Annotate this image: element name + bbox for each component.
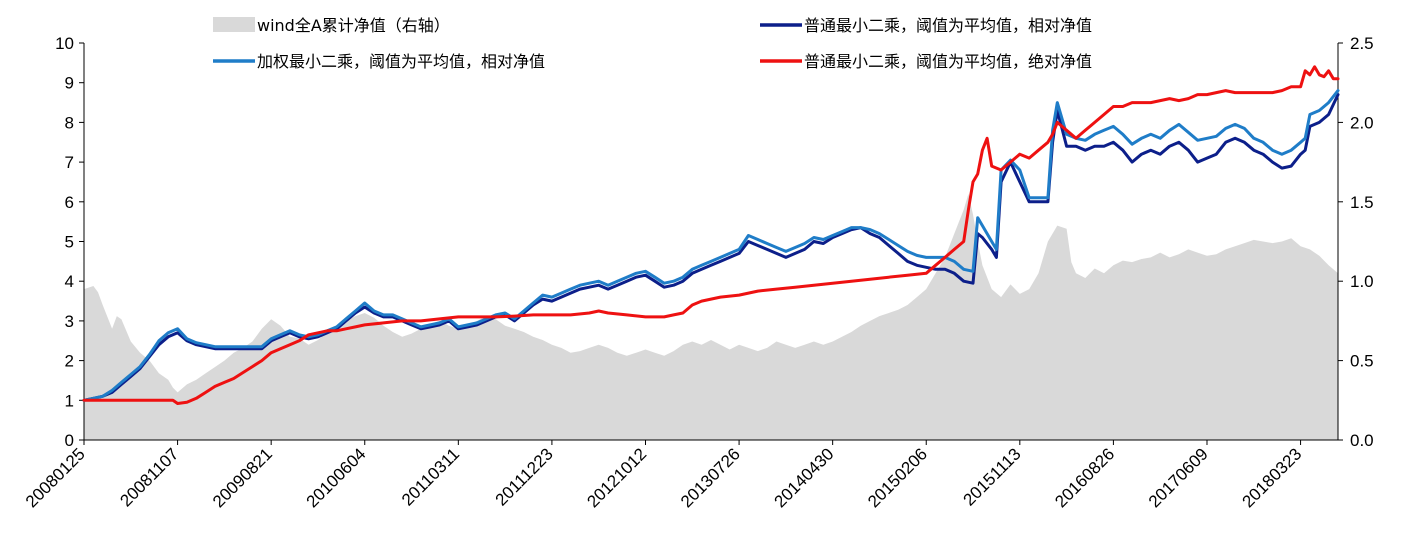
- right-tick-label: 0.0: [1350, 431, 1374, 450]
- x-tick-label: 20121012: [583, 444, 650, 511]
- x-tick-label: 20100604: [303, 444, 370, 511]
- x-tick-label: 20160826: [1051, 444, 1118, 511]
- legend-label: wind全A累计净值（右轴）: [257, 16, 450, 35]
- series-area-wind-a: [84, 193, 1338, 440]
- x-tick-label: 20151113: [960, 444, 1025, 509]
- series-line-2: [82, 89, 1340, 402]
- legend-item-3: 普通最小二乘，阈值为平均值，绝对净值: [760, 52, 1092, 71]
- left-tick-label: 4: [65, 272, 74, 291]
- left-tick-label: 9: [65, 74, 74, 93]
- legend-label: 普通最小二乘，阈值为平均值，绝对净值: [804, 52, 1092, 71]
- left-tick-label: 0: [65, 431, 74, 450]
- series-line-3: [82, 65, 1340, 405]
- x-tick-label: 20170609: [1145, 444, 1212, 511]
- legend: wind全A累计净值（右轴） 普通最小二乘，阈值为平均值，相对净值加权最小二乘，阈…: [213, 16, 1092, 71]
- legend-label: 普通最小二乘，阈值为平均值，相对净值: [804, 16, 1092, 35]
- x-tick-label: 20111223: [492, 444, 557, 509]
- left-tick-label: 1: [65, 391, 74, 410]
- line-layer: [82, 65, 1340, 405]
- legend-item-1: 普通最小二乘，阈值为平均值，相对净值: [760, 16, 1092, 35]
- right-tick-label: 1.5: [1350, 193, 1374, 212]
- legend-item-0: wind全A累计净值（右轴）: [213, 16, 450, 35]
- x-tick-label: 20180323: [1238, 444, 1305, 511]
- series-line-1: [82, 93, 1340, 402]
- left-tick-label: 5: [65, 233, 74, 252]
- right-tick-label: 2.5: [1350, 34, 1374, 53]
- legend-swatch: [213, 17, 255, 32]
- right-tick-label: 2.0: [1350, 113, 1374, 132]
- x-tick-label: 20130726: [677, 444, 744, 511]
- x-tick-label: 20081107: [116, 444, 182, 510]
- left-tick-label: 3: [65, 312, 74, 331]
- x-tick-label: 20110311: [398, 444, 463, 509]
- x-tick-label: 20080125: [22, 444, 89, 511]
- legend-item-2: 加权最小二乘，阈值为平均值，相对净值: [213, 52, 545, 71]
- left-tick-label: 6: [65, 193, 74, 212]
- left-tick-label: 8: [65, 113, 74, 132]
- x-tick-label: 20150206: [864, 444, 931, 511]
- left-tick-label: 7: [65, 153, 74, 172]
- right-tick-label: 1.0: [1350, 272, 1374, 291]
- x-tick-label: 20140430: [771, 444, 838, 511]
- x-tick-label: 20090821: [209, 444, 276, 511]
- left-tick-label: 10: [55, 34, 74, 53]
- legend-label: 加权最小二乘，阈值为平均值，相对净值: [257, 52, 545, 71]
- left-tick-label: 2: [65, 352, 74, 371]
- area-layer: [84, 193, 1338, 440]
- right-tick-label: 0.5: [1350, 352, 1374, 371]
